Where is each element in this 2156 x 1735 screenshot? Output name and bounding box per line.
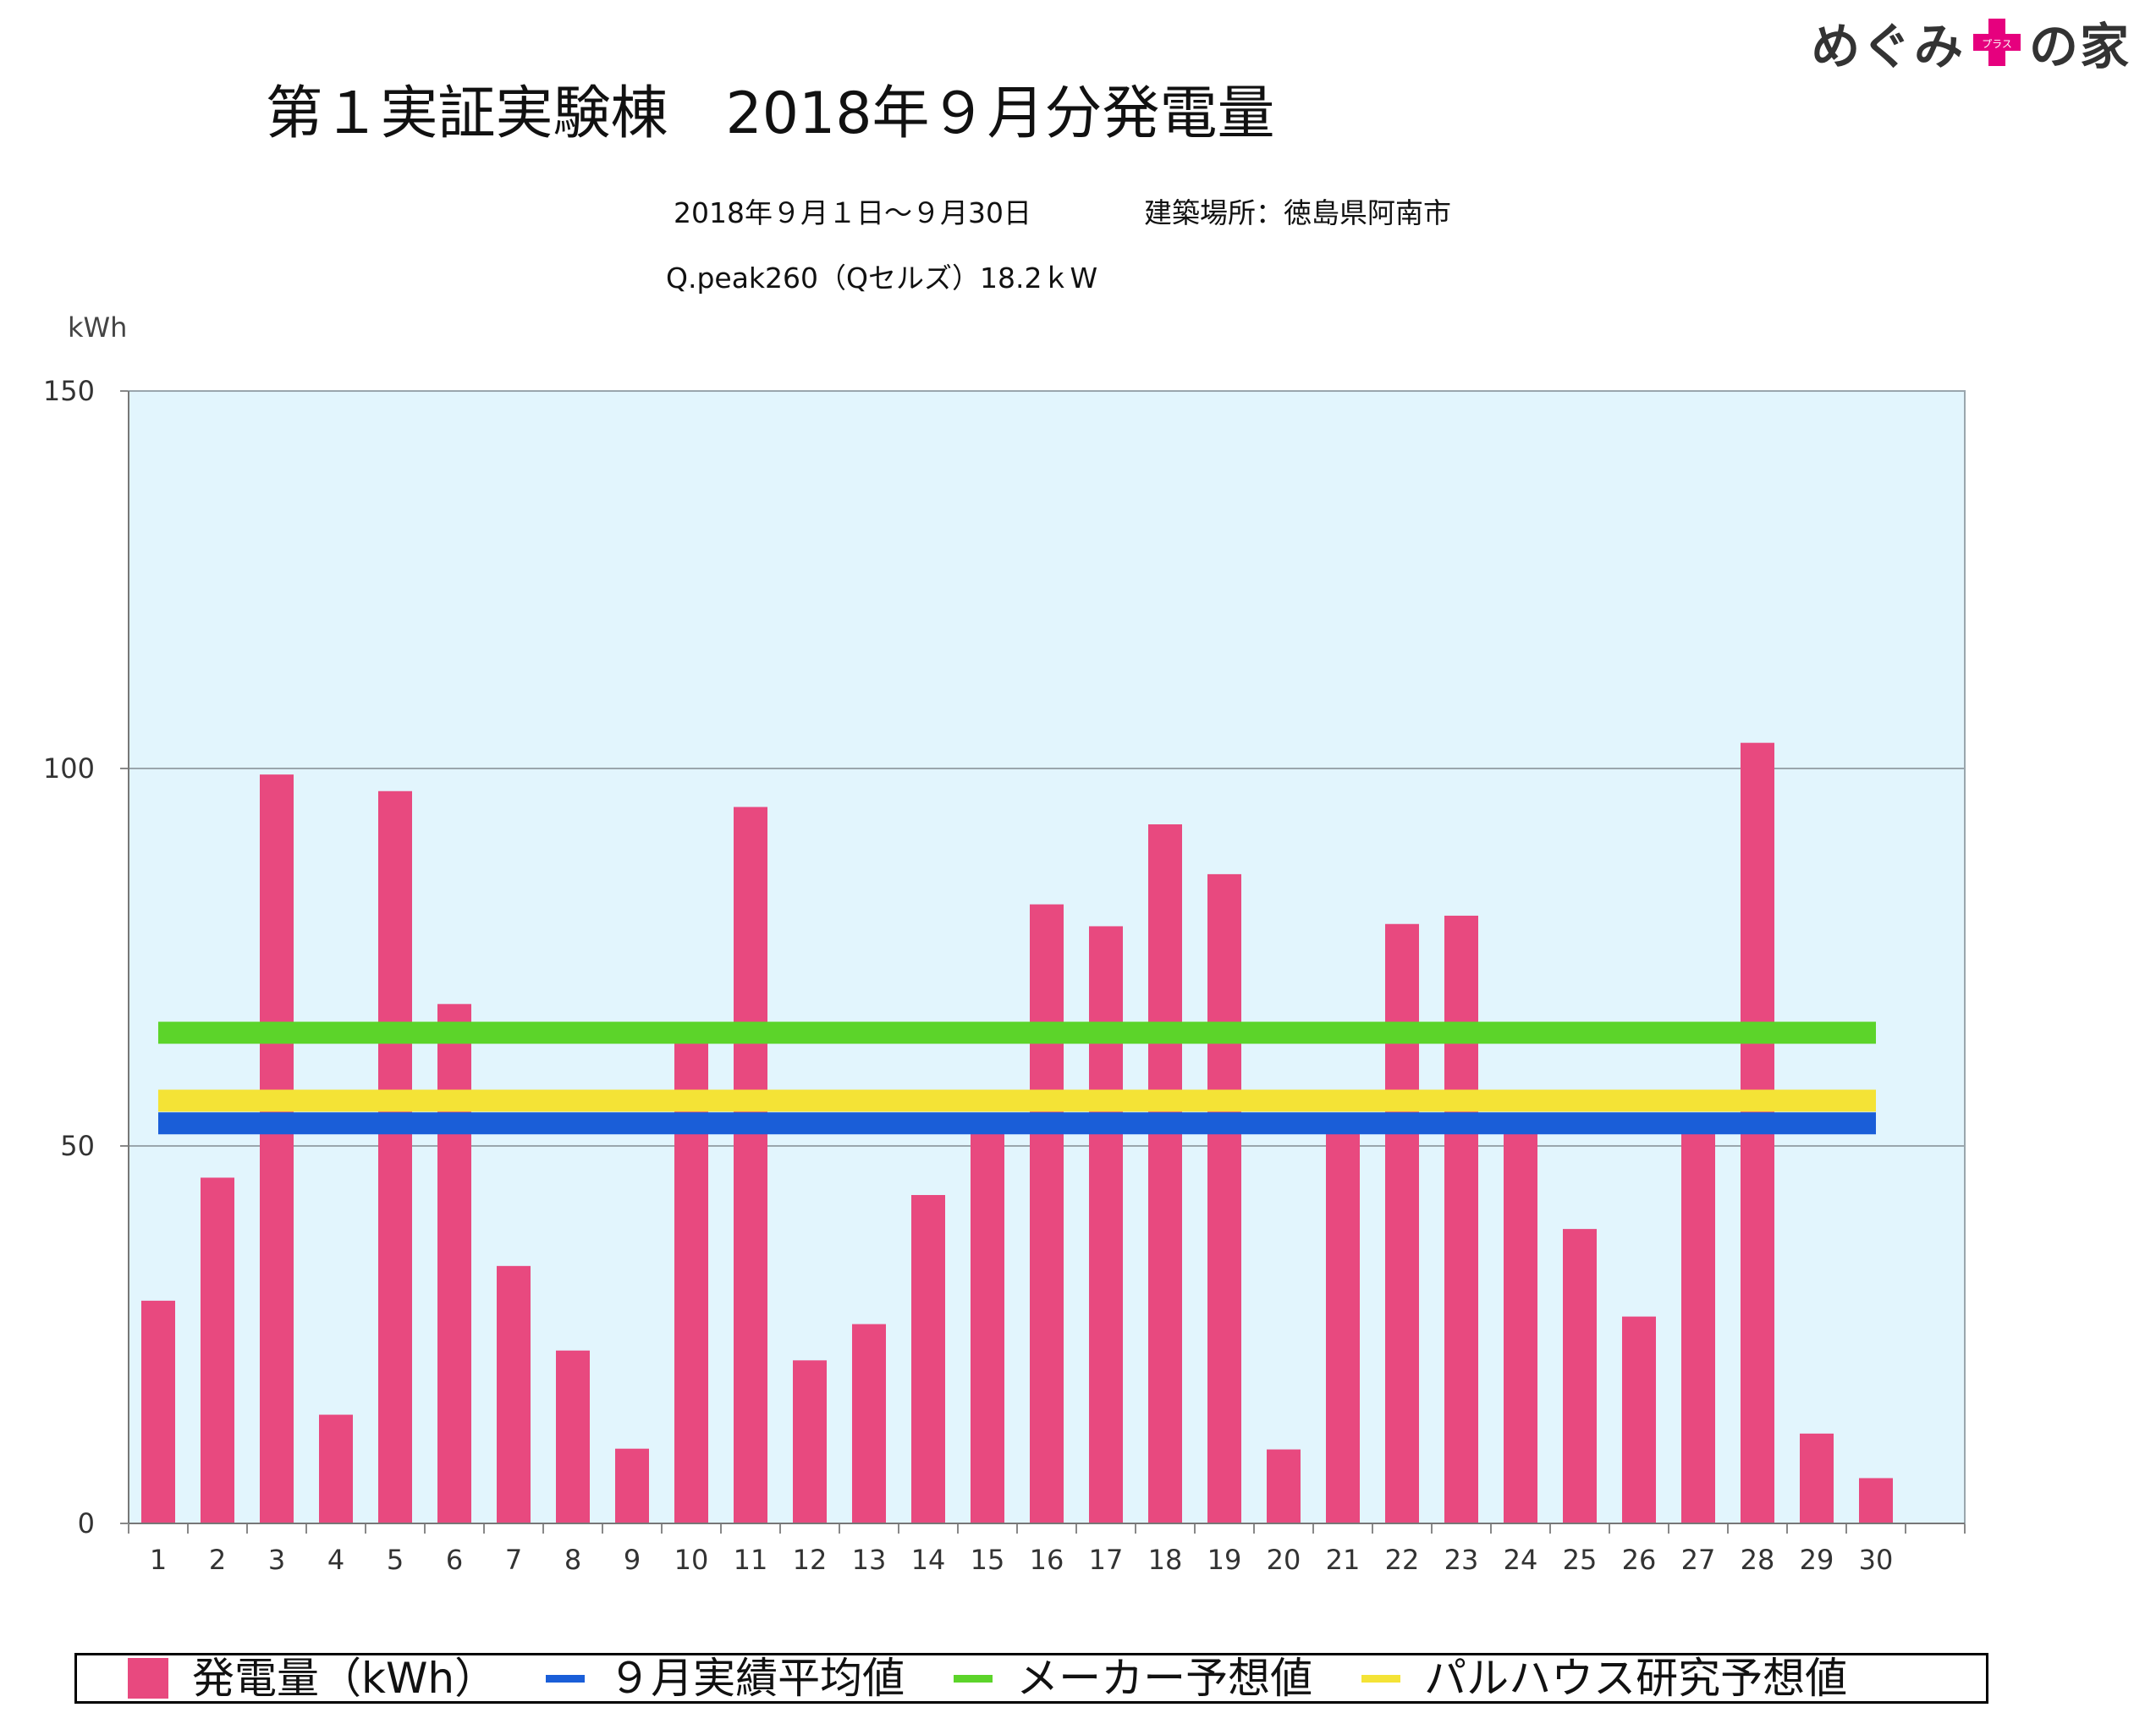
x-tick-label: 12 [793, 1544, 828, 1576]
plus-text: プラス [1982, 38, 2012, 50]
x-tick-label: 10 [674, 1544, 709, 1576]
bar-day-15 [971, 1119, 1004, 1523]
y-tick-label: 150 [43, 375, 95, 407]
x-tick-label: 7 [505, 1544, 522, 1576]
legend-item-generation: 発電量（kWh） [128, 1655, 497, 1701]
bar-day-11 [734, 807, 767, 1523]
bar-day-27 [1681, 1126, 1715, 1523]
x-tick-label: 26 [1622, 1544, 1657, 1576]
x-tick-label: 13 [852, 1544, 887, 1576]
x-tick-label: 21 [1326, 1544, 1361, 1576]
bar-day-2 [201, 1177, 234, 1523]
y-tick-label: 0 [78, 1507, 95, 1539]
subtitle-location: 建築場所：徳島県阿南市 [1144, 196, 1451, 229]
legend-item-average: ９月実績平均値 [546, 1655, 905, 1701]
bar-day-23 [1444, 915, 1478, 1523]
x-tick-label: 29 [1800, 1544, 1834, 1576]
x-tick-label: 17 [1089, 1544, 1124, 1576]
legend-label-generation: 発電量（kWh） [192, 1654, 498, 1703]
logo-text-left: めぐみ [1811, 18, 1965, 75]
x-tick-label: 8 [564, 1544, 581, 1576]
x-tick-label: 23 [1444, 1544, 1479, 1576]
x-tick-label: 3 [268, 1544, 285, 1576]
y-tick-label: 50 [60, 1130, 95, 1162]
bar-day-20 [1267, 1449, 1301, 1523]
x-tick-label: 22 [1385, 1544, 1420, 1576]
legend-label-palhaus: パルハウス研究予想値 [1424, 1654, 1848, 1703]
x-tick-label: 4 [327, 1544, 344, 1576]
bar-day-29 [1800, 1433, 1834, 1523]
bar-day-24 [1504, 1126, 1537, 1523]
bar-day-25 [1563, 1229, 1597, 1523]
legend-item-maker: メーカー予想値 [954, 1655, 1312, 1701]
x-tick-label: 16 [1030, 1544, 1064, 1576]
x-tick-label: 9 [624, 1544, 641, 1576]
bar-day-8 [556, 1350, 590, 1523]
chart-title: 第１実証実験棟 2018年９月分発電量 [265, 80, 1275, 147]
bar-day-9 [615, 1448, 649, 1523]
x-tick-label: 20 [1267, 1544, 1301, 1576]
bar-day-17 [1089, 926, 1123, 1523]
legend-label-maker: メーカー予想値 [1016, 1654, 1313, 1703]
bar-day-14 [911, 1194, 945, 1523]
legend-swatch-generation [128, 1658, 168, 1699]
x-tick-label: 2 [209, 1544, 226, 1576]
bar-day-22 [1385, 923, 1419, 1523]
y-tick-label: 100 [43, 752, 95, 785]
x-tick-label: 15 [971, 1544, 1005, 1576]
bar-day-6 [437, 1004, 471, 1523]
x-tick-label: 27 [1681, 1544, 1716, 1576]
legend-swatch-average [546, 1674, 586, 1683]
bar-day-30 [1859, 1478, 1893, 1523]
x-tick-label: 19 [1207, 1544, 1242, 1576]
bar-day-12 [793, 1360, 827, 1523]
x-tick-label: 6 [446, 1544, 463, 1576]
subtitle-panel: Q.peak260（Qセルズ）18.2ｋW [666, 262, 1098, 295]
subtitle-period: 2018年９月１日～９月30日 [674, 196, 1031, 229]
bar-day-19 [1207, 873, 1241, 1523]
bar-day-7 [497, 1265, 531, 1523]
bar-day-3 [260, 774, 294, 1523]
x-tick-label: 30 [1859, 1544, 1894, 1576]
bar-day-26 [1622, 1316, 1656, 1523]
bar-day-1 [141, 1300, 175, 1523]
legend-swatch-maker [954, 1674, 993, 1683]
bar-day-21 [1326, 1126, 1360, 1523]
bar-day-5 [378, 790, 412, 1523]
legend-label-average: ９月実績平均値 [608, 1654, 905, 1703]
bar-day-13 [852, 1324, 886, 1523]
x-tick-label: 1 [150, 1544, 167, 1576]
x-tick-label: 5 [387, 1544, 404, 1576]
bar-day-18 [1148, 824, 1182, 1523]
x-tick-label: 25 [1563, 1544, 1598, 1576]
plus-icon: プラス [1972, 19, 2021, 66]
x-tick-label: 18 [1148, 1544, 1183, 1576]
legend-swatch-palhaus [1361, 1674, 1401, 1683]
logo: めぐみ プラス の家 [1811, 7, 2131, 78]
bar-day-16 [1030, 904, 1064, 1523]
legend: 発電量（kWh） ９月実績平均値 メーカー予想値 パルハウス研究予想値 [74, 1653, 1988, 1704]
legend-item-palhaus: パルハウス研究予想値 [1361, 1655, 1847, 1701]
x-tick-label: 28 [1741, 1544, 1775, 1576]
logo-text-right: の家 [2028, 18, 2131, 75]
x-tick-label: 11 [734, 1544, 768, 1576]
y-axis-unit: kWh [68, 311, 128, 344]
x-tick-label: 14 [911, 1544, 946, 1576]
bar-day-4 [319, 1414, 353, 1523]
x-tick-label: 24 [1504, 1544, 1538, 1576]
